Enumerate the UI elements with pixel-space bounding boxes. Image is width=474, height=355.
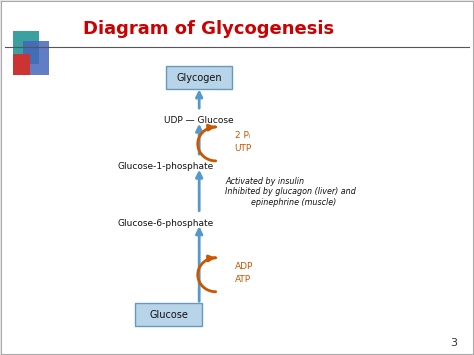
FancyBboxPatch shape <box>136 303 201 326</box>
Text: Glycogen: Glycogen <box>176 73 222 83</box>
Text: Glucose-6-phosphate: Glucose-6-phosphate <box>118 219 214 228</box>
Text: Activated by insulin: Activated by insulin <box>225 176 304 186</box>
Text: Glucose: Glucose <box>149 310 188 320</box>
FancyBboxPatch shape <box>166 66 232 89</box>
Text: ATP: ATP <box>235 275 251 284</box>
Text: Glucose-1-phosphate: Glucose-1-phosphate <box>118 162 214 171</box>
FancyBboxPatch shape <box>12 31 38 64</box>
Text: Diagram of Glycogenesis: Diagram of Glycogenesis <box>83 20 335 38</box>
Text: UDP — Glucose: UDP — Glucose <box>164 116 234 125</box>
Text: 2 Pᵢ: 2 Pᵢ <box>235 131 250 140</box>
Text: epinephrine (muscle): epinephrine (muscle) <box>251 198 337 207</box>
FancyBboxPatch shape <box>23 42 49 75</box>
Text: ADP: ADP <box>235 262 253 271</box>
Text: 3: 3 <box>450 338 457 348</box>
Text: UTP: UTP <box>235 144 252 153</box>
Text: Inhibited by glucagon (liver) and: Inhibited by glucagon (liver) and <box>225 187 356 196</box>
FancyBboxPatch shape <box>12 54 30 75</box>
